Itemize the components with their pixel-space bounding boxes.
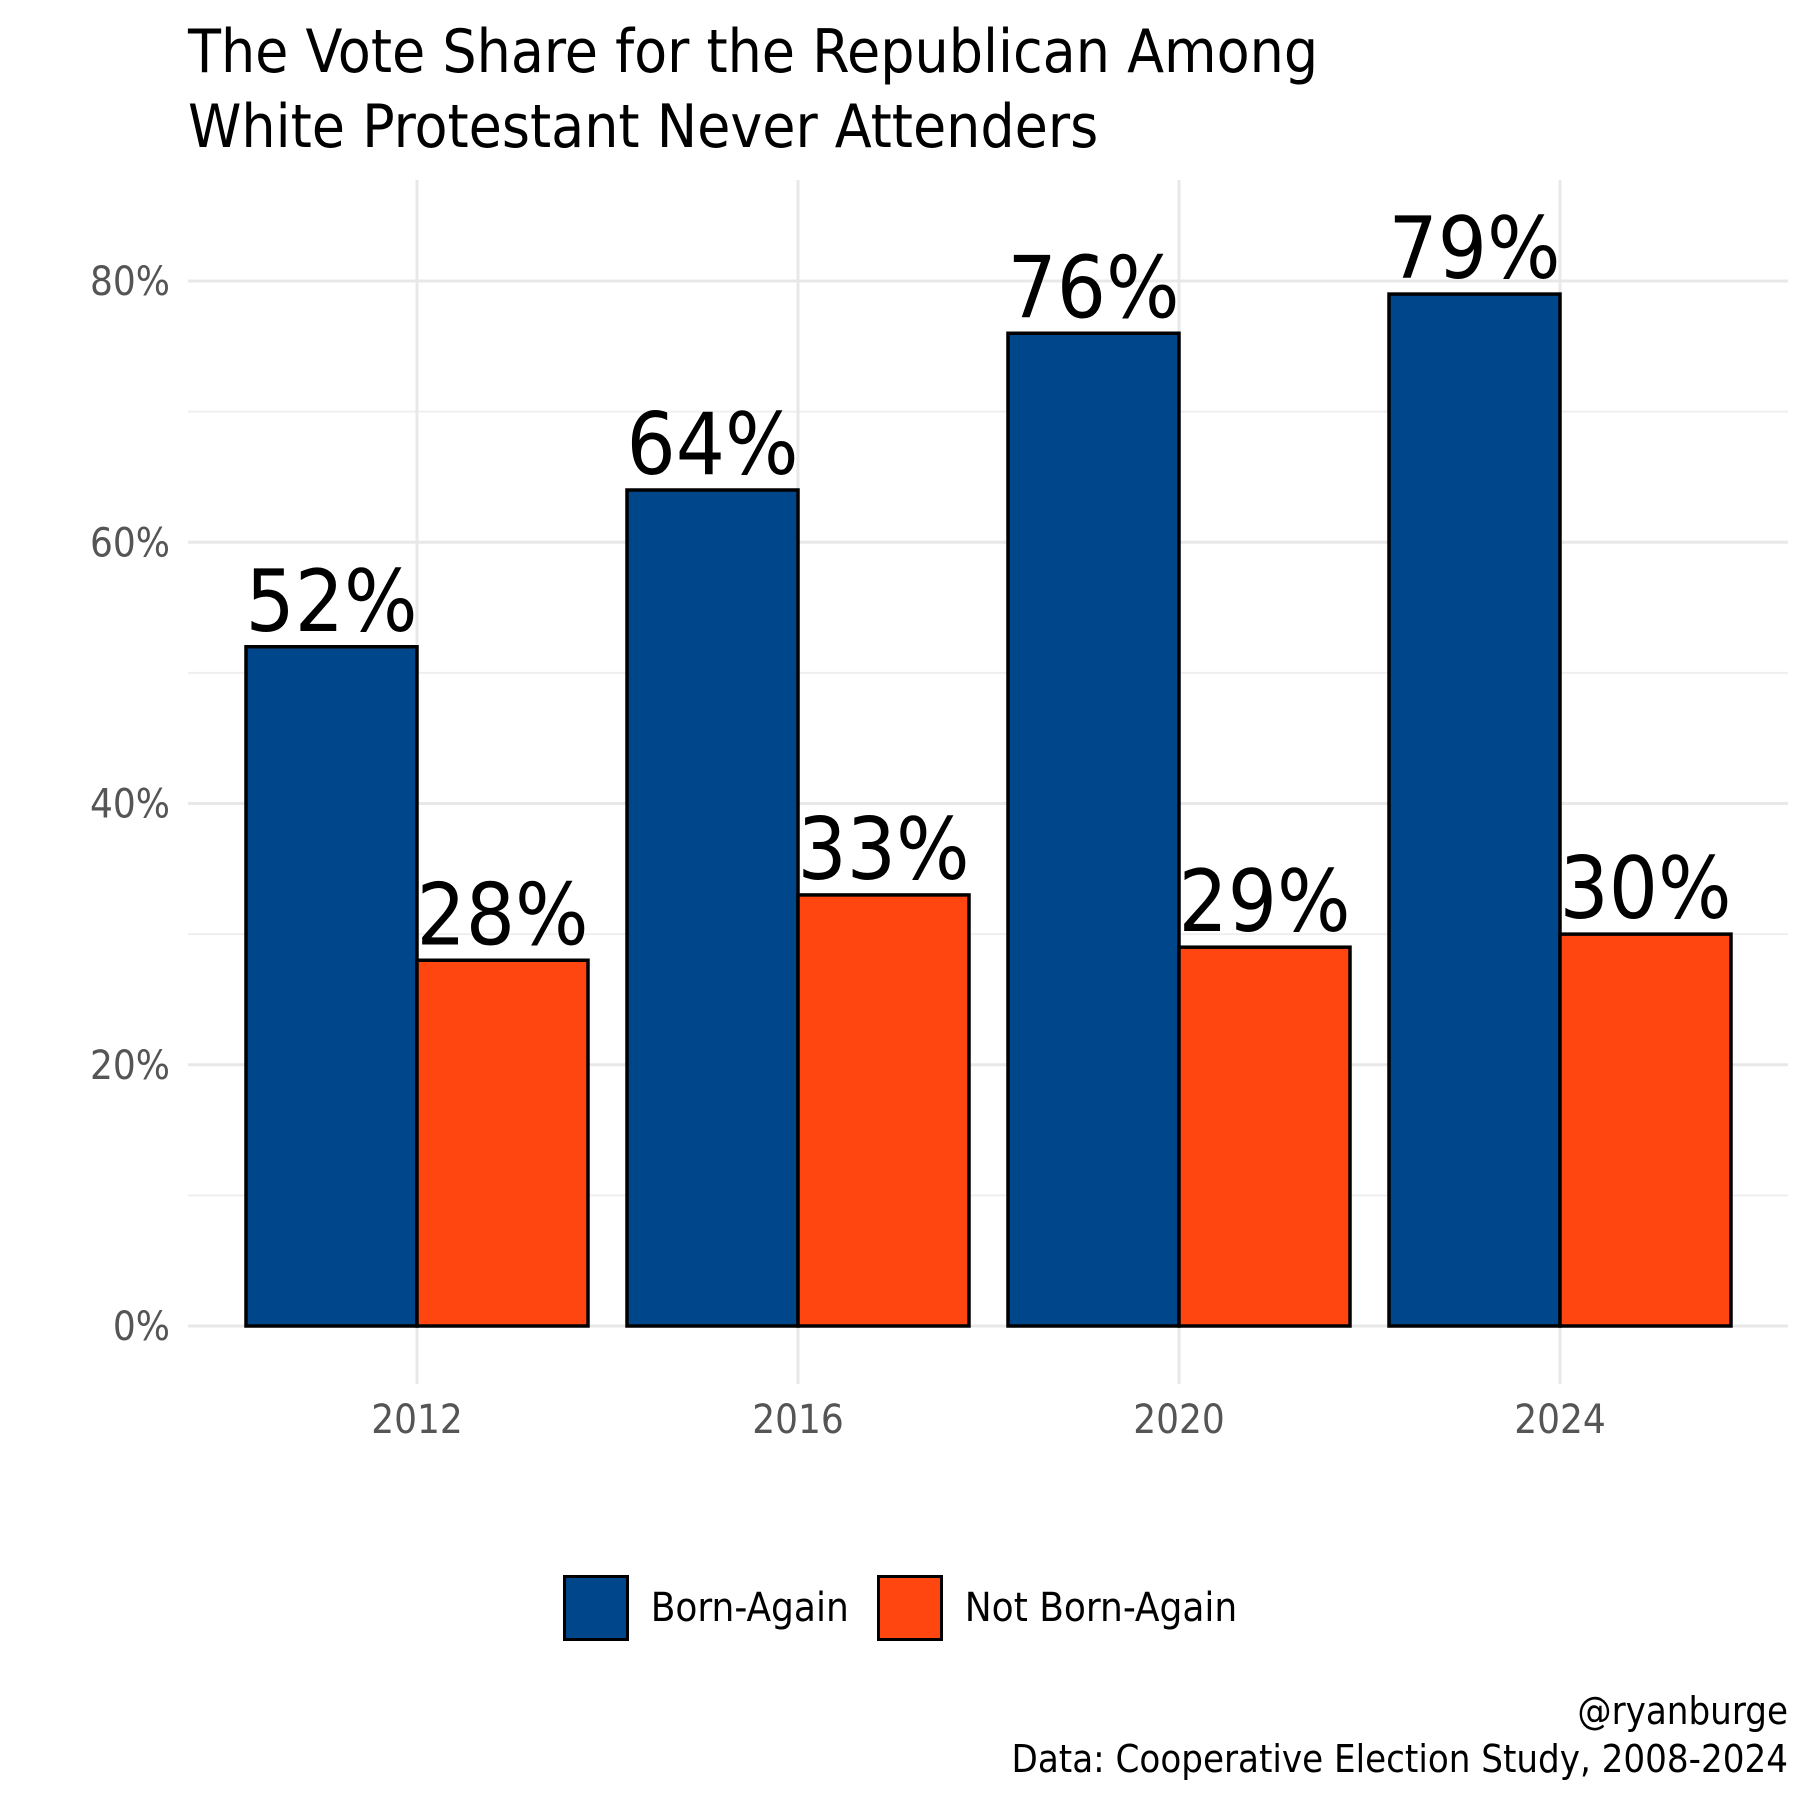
bar-born-again-2020 — [1006, 331, 1181, 1328]
bar-not-born-again-2024 — [1558, 932, 1733, 1328]
y-tick-label: 20% — [90, 1043, 170, 1089]
bar-born-again-2024 — [1387, 292, 1562, 1328]
legend-swatch-born-again — [562, 1575, 629, 1641]
data-labels: 52% 64% 76% 79% 28% 33% 29% 30% — [246, 199, 1732, 965]
data-label: 33% — [798, 800, 970, 900]
legend-item-born-again: Born-Again — [562, 1575, 849, 1641]
bar-born-again-2016 — [625, 488, 800, 1328]
bar-not-born-again-2012 — [415, 958, 590, 1328]
caption-handle: @ryanburge — [1577, 1689, 1788, 1733]
x-tick-label: 2012 — [371, 1397, 463, 1443]
x-tick-label: 2020 — [1133, 1397, 1225, 1443]
data-label: 79% — [1389, 199, 1561, 299]
data-label: 28% — [417, 865, 589, 965]
chart-title-line-2: White Protestant Never Attenders — [188, 92, 1099, 162]
data-label: 29% — [1179, 852, 1351, 952]
x-tick-label: 2024 — [1514, 1397, 1606, 1443]
y-tick-label: 60% — [90, 520, 170, 566]
axis-labels: 0% 20% 40% 60% 80% 2012 2016 2020 2024 — [90, 259, 1606, 1443]
bar-not-born-again-2020 — [1177, 945, 1352, 1328]
data-label: 64% — [627, 395, 799, 495]
legend-item-not-born-again: Not Born-Again — [876, 1575, 1238, 1641]
y-tick-label: 40% — [90, 782, 170, 828]
data-label: 76% — [1008, 238, 1180, 338]
caption-source: Data: Cooperative Election Study, 2008-2… — [1011, 1737, 1788, 1781]
chart-title-line-1: The Vote Share for the Republican Among — [188, 17, 1319, 87]
x-tick-label: 2016 — [752, 1397, 844, 1443]
y-tick-label: 0% — [113, 1304, 170, 1350]
legend: Born-Again Not Born-Again — [0, 1575, 1800, 1641]
legend-label-born-again: Born-Again — [650, 1585, 849, 1631]
legend-label-not-born-again: Not Born-Again — [964, 1585, 1238, 1631]
bar-not-born-again-2016 — [796, 893, 971, 1328]
data-label: 52% — [246, 552, 418, 652]
data-label: 30% — [1560, 839, 1732, 939]
bars — [244, 292, 1733, 1328]
y-tick-label: 80% — [90, 259, 170, 305]
bar-born-again-2012 — [244, 645, 419, 1328]
legend-swatch-not-born-again — [876, 1575, 943, 1641]
